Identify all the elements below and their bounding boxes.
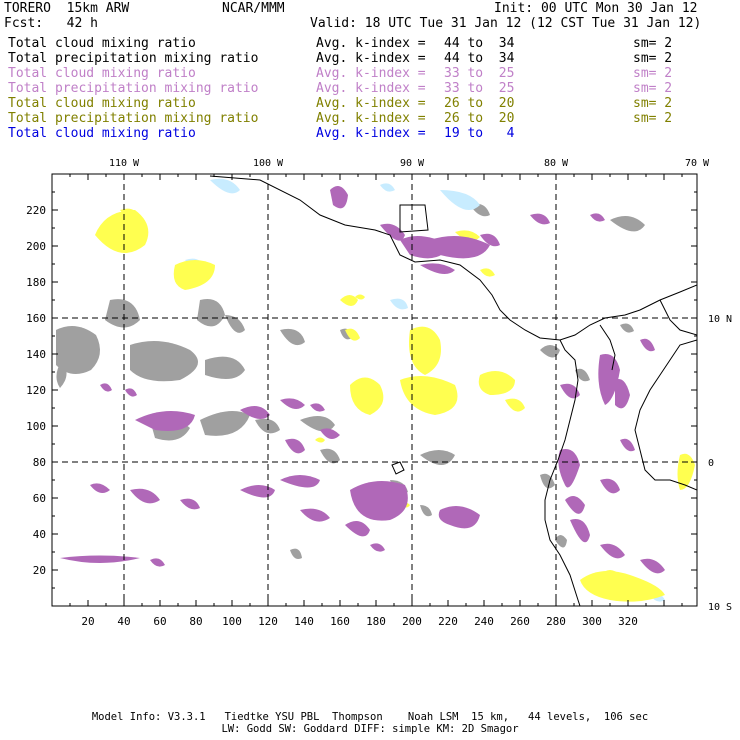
axis-labels: 20 40 60 80 100 120 140 160 180 200 220 240 260 280 30… [26, 158, 732, 628]
y-tick-label: 60 [33, 492, 46, 505]
legend-avg: Avg. k-index = [316, 66, 434, 81]
legend-avg: Avg. k-index = [316, 96, 434, 111]
x-tick-label: 80 [189, 615, 202, 628]
y-tick-label: 140 [26, 348, 46, 361]
x-tick-label: 20 [81, 615, 94, 628]
legend-name: Total cloud mixing ratio [8, 36, 196, 51]
model-title: TORERO 15km ARW [4, 1, 130, 16]
x-tick-label: 280 [546, 615, 566, 628]
legend-avg: Avg. k-index = [316, 126, 434, 141]
legend-sm: sm= 2 [633, 81, 673, 96]
legend-k-range: 33 to 25 [444, 81, 515, 96]
legend-avg: Avg. k-index = [316, 111, 434, 126]
longitude-label: 90 W [400, 158, 425, 169]
x-tick-label: 300 [582, 615, 602, 628]
legend-k-range: 33 to 25 [444, 66, 515, 81]
model-info-line2: LW: Godd SW: Goddard DIFF: simple KM: 2D… [221, 723, 519, 735]
x-tick-label: 40 [117, 615, 130, 628]
legend-avg: Avg. k-index = [316, 51, 434, 66]
legend-name: Total cloud mixing ratio [8, 66, 196, 81]
legend-name: Total precipitation mixing ratio [8, 111, 259, 126]
legend-avg: Avg. k-index = [316, 81, 434, 96]
y-tick-label: 100 [26, 420, 46, 433]
y-tick-label: 120 [26, 384, 46, 397]
x-tick-label: 320 [618, 615, 638, 628]
x-tick-label: 120 [258, 615, 278, 628]
legend-name: Total cloud mixing ratio [8, 96, 196, 111]
legend-name: Total cloud mixing ratio [8, 126, 196, 141]
graticule [52, 174, 697, 606]
x-tick-label: 220 [438, 615, 458, 628]
coastline [209, 175, 697, 606]
x-tick-label: 260 [510, 615, 530, 628]
legend-name: Total precipitation mixing ratio [8, 81, 259, 96]
x-tick-label: 100 [222, 615, 242, 628]
valid-time: Valid: 18 UTC Tue 31 Jan 12 (12 CST Tue … [310, 16, 702, 31]
y-tick-label: 80 [33, 456, 46, 469]
x-tick-label: 140 [294, 615, 314, 628]
latitude-label: 0 [708, 458, 714, 469]
forecast-hour: Fcst: 42 h [4, 16, 98, 31]
axis-ticks [52, 174, 697, 606]
legend-avg: Avg. k-index = [316, 36, 434, 51]
legend-sm: sm= 2 [633, 96, 673, 111]
y-tick-label: 180 [26, 276, 46, 289]
y-tick-label: 220 [26, 204, 46, 217]
y-tick-label: 200 [26, 240, 46, 253]
longitude-label: 80 W [544, 158, 569, 169]
legend-k-range: 19 to 4 [444, 126, 515, 141]
x-tick-label: 200 [402, 615, 422, 628]
x-tick-label: 180 [366, 615, 386, 628]
legend-name: Total precipitation mixing ratio [8, 51, 259, 66]
y-tick-label: 160 [26, 312, 46, 325]
legend-k-range: 26 to 20 [444, 96, 515, 111]
latitude-label: 10 N [708, 314, 732, 325]
init-time: Init: 00 UTC Mon 30 Jan 12 [494, 1, 698, 16]
legend-sm: sm= 2 [633, 111, 673, 126]
longitude-label: 110 W [109, 158, 140, 169]
model-info-line1: Model Info: V3.3.1 Tiedtke YSU PBL Thomp… [91, 711, 649, 723]
x-tick-label: 60 [153, 615, 166, 628]
legend-sm: sm= 2 [633, 66, 673, 81]
center-title: NCAR/MMM [222, 1, 285, 16]
latitude-label: 10 S [708, 602, 732, 613]
y-tick-label: 40 [33, 528, 46, 541]
x-tick-label: 240 [474, 615, 494, 628]
legend-sm: sm= 2 [633, 51, 673, 66]
x-tick-label: 160 [330, 615, 350, 628]
cloud-fields [56, 178, 695, 602]
longitude-label: 100 W [253, 158, 284, 169]
legend-k-range: 26 to 20 [444, 111, 515, 126]
legend-k-range: 44 to 34 [444, 36, 515, 51]
longitude-label: 70 W [685, 158, 710, 169]
y-tick-label: 20 [33, 564, 46, 577]
legend-sm: sm= 2 [633, 36, 673, 51]
legend-k-range: 44 to 34 [444, 51, 515, 66]
